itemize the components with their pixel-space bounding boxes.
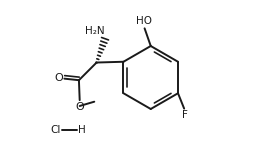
Text: O: O	[75, 102, 84, 112]
Text: Cl: Cl	[50, 126, 60, 135]
Text: F: F	[182, 111, 188, 120]
Text: HO: HO	[136, 16, 152, 26]
Text: O: O	[54, 73, 63, 83]
Text: H: H	[78, 126, 86, 135]
Text: H₂N: H₂N	[85, 26, 105, 36]
